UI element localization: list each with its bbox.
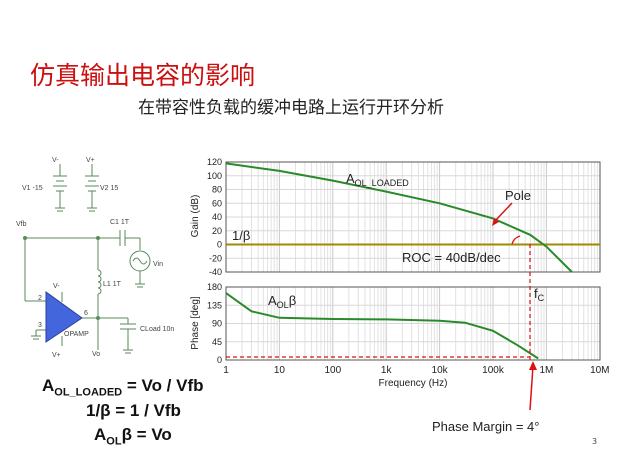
pole-label: Pole xyxy=(505,188,531,203)
phase-plot-frame xyxy=(225,286,601,361)
gain-ylabel: Gain (dB) xyxy=(190,195,201,238)
page-title: 仿真输出电容的影响 xyxy=(30,61,256,90)
phase-ytick-labels: 180 135 90 45 0 xyxy=(207,282,222,365)
gain-ytick-label: 120 xyxy=(207,157,222,167)
vminus-label: V- xyxy=(53,283,60,290)
gain-ytick-label: -20 xyxy=(209,253,222,263)
cload-label: CLoad 10n xyxy=(140,326,174,333)
v2-top-label: V+ xyxy=(86,157,95,164)
xtick-label: 1M xyxy=(539,365,553,376)
vo-label: Vo xyxy=(92,351,100,358)
phase-ytick-label: 180 xyxy=(207,282,222,292)
xtick-label: 100 xyxy=(324,365,341,376)
gain-plot-frame xyxy=(225,161,601,273)
l1-label: L1 1T xyxy=(103,281,122,288)
pin6-label: 6 xyxy=(84,310,88,317)
phase-ylabel: Phase [deg] xyxy=(190,296,201,350)
opamp-label: OPAMP xyxy=(64,331,89,338)
aol-loaded-label: AOL_LOADED xyxy=(346,171,409,188)
gain-ytick-label: 40 xyxy=(212,212,222,222)
v1-label: V1 -15 xyxy=(22,185,43,192)
phase-ytick-label: 0 xyxy=(217,355,222,365)
pin2-label: 2 xyxy=(38,295,42,302)
gain-ytick-label: 20 xyxy=(212,226,222,236)
opamp-symbol xyxy=(45,291,83,343)
fc-label: fC xyxy=(534,286,545,303)
xtick-labels: 1 10 100 1k 10k 100k 1M 10M xyxy=(223,365,609,376)
xtick-label: 1 xyxy=(223,365,229,376)
gain-ytick-labels: 120 100 80 60 40 20 0 -20 -40 xyxy=(207,157,222,277)
gain-ytick-label: 80 xyxy=(212,185,222,195)
xtick-label: 10 xyxy=(274,365,286,376)
xtick-label: 100k xyxy=(482,365,505,376)
phase-ytick-label: 135 xyxy=(207,300,222,310)
phase-ytick-label: 45 xyxy=(212,337,222,347)
page-subtitle: 在带容性负载的缓冲电路上运行开环分析 xyxy=(138,98,444,118)
v2-label: V2 15 xyxy=(100,185,118,192)
gain-ytick-label: 0 xyxy=(217,240,222,250)
vplus-label: V+ xyxy=(52,352,61,359)
pin3-label: 3 xyxy=(38,322,42,329)
xtick-label: 10M xyxy=(590,365,609,376)
gain-ytick-label: -40 xyxy=(209,267,222,277)
xtick-label: 1k xyxy=(381,365,393,376)
aol-beta-label: AOLβ xyxy=(268,293,296,310)
page-number: 3 xyxy=(592,437,598,446)
equation-aol-loaded: AOL_LOADED = Vo / Vfb xyxy=(42,376,204,399)
gain-ytick-label: 60 xyxy=(212,198,222,208)
beta-label: 1/β xyxy=(232,228,250,243)
equation-beta: 1/β = 1 / Vfb xyxy=(86,401,181,420)
xtick-label: 10k xyxy=(432,365,449,376)
xlabel: Frequency (Hz) xyxy=(379,378,448,389)
pole-arrow xyxy=(493,202,513,223)
aol-loaded-curve xyxy=(225,162,573,273)
aol-beta-curve xyxy=(225,292,539,360)
roc-arc xyxy=(511,235,521,245)
phase-ytick-label: 90 xyxy=(212,319,222,329)
circuit-schematic: V- V1 -15 V+ V2 15 Vfb C1 1T Vin L1 1T V… xyxy=(16,157,174,359)
gain-ytick-label: 100 xyxy=(207,171,222,181)
equation-aol-beta: AOLβ = Vo xyxy=(94,425,172,448)
roc-label: ROC = 40dB/dec xyxy=(402,250,501,265)
phase-margin-arrow xyxy=(529,365,534,411)
phase-margin-label: Phase Margin = 4° xyxy=(432,419,539,434)
bode-plot: 120 100 80 60 40 20 0 -20 -40 180 135 90 45 0 1 10 100… xyxy=(190,157,610,434)
c1-label: C1 1T xyxy=(110,219,130,226)
vin-label: Vin xyxy=(153,261,163,268)
v1-top-label: V- xyxy=(52,157,59,164)
vfb-label: Vfb xyxy=(16,221,27,228)
